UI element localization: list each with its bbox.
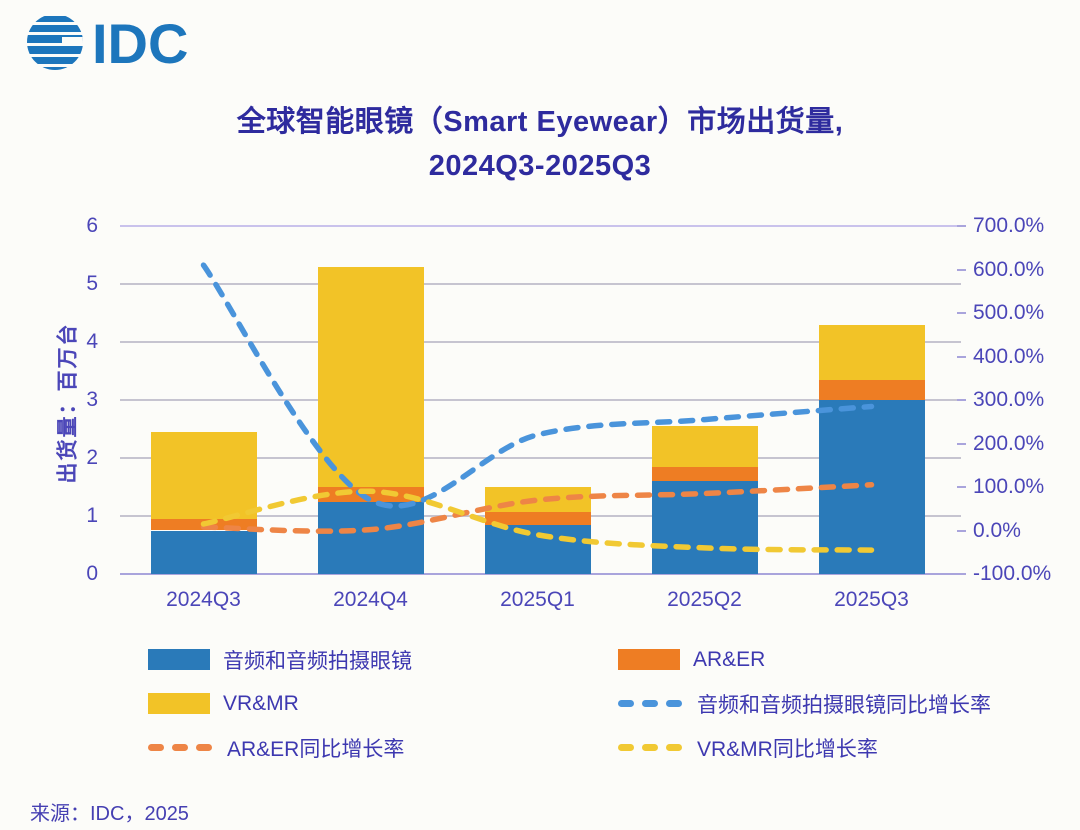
bar-segment-audio [150, 530, 257, 574]
legend-swatch-dashed [618, 744, 684, 751]
bar-segment-audio [818, 400, 925, 574]
right-axis-tick-mark [957, 442, 966, 445]
left-axis-tick-label: 4 [86, 330, 98, 353]
right-axis-tick-label: 500.0% [973, 301, 1045, 324]
right-axis-tick-mark [957, 486, 966, 488]
legend-swatch-dashed [618, 700, 684, 707]
right-axis-tick-label: 400.0% [973, 344, 1045, 368]
right-axis-tick-label: -100.0% [973, 562, 1052, 585]
chart-title-line1: 全球智能眼镜（Smart Eyewear）市场出货量, [236, 106, 844, 138]
legend-dash [172, 744, 188, 751]
bar-segment-audio [651, 481, 758, 574]
legend-label: VR&MR同比增长率 [697, 737, 878, 761]
legend-swatch-solid [618, 649, 680, 670]
right-axis-tick-label: 0.0% [973, 518, 1021, 542]
audio-growth-line [200, 262, 875, 509]
legend-label: VR&MR [223, 691, 299, 715]
left-axis-tick-label: 1 [86, 504, 98, 527]
legend-dash [642, 744, 658, 751]
x-tick-label: 2025Q1 [500, 588, 575, 611]
legend-dash [666, 744, 682, 751]
right-axis-tick-label: 200.0% [973, 431, 1045, 455]
legend-dash [618, 700, 634, 707]
grid-line [120, 283, 961, 285]
right-axis-tick-mark [957, 312, 966, 314]
right-axis-tick-label: 300.0% [973, 388, 1045, 411]
right-axis-tick-mark [957, 399, 966, 401]
legend-dash [666, 700, 682, 707]
idc-logo: IDC [27, 12, 188, 74]
legend-column-right: AR&ER 音频和音频拍摄眼镜同比增长率 VR&MR同比增长率 [618, 648, 991, 761]
legend-label: AR&ER [693, 647, 766, 671]
legend-label: AR&ER同比增长率 [227, 737, 405, 761]
legend-item: AR&ER同比增长率 [148, 736, 412, 761]
legend-column-left: 音频和音频拍摄眼镜 VR&MR AR&ER同比增长率 [148, 648, 412, 761]
bar-segment-vr-mr [818, 324, 925, 380]
legend-swatch-dashed [148, 744, 214, 751]
bar-segment-vr-mr [317, 266, 424, 487]
bar-segment-ar-er [651, 466, 758, 482]
right-axis-tick-mark [957, 225, 966, 227]
right-axis-tick-label: 600.0% [973, 257, 1045, 281]
bar-segment-ar-er [150, 518, 257, 531]
bar-segment-ar-er [317, 487, 424, 502]
right-axis-tick-label: 700.0% [973, 214, 1045, 237]
legend-swatch-solid [148, 693, 210, 714]
left-axis-tick-label: 2 [86, 446, 98, 469]
left-axis-tick-label: 0 [86, 562, 98, 585]
bar-segment-vr-mr [651, 426, 758, 467]
legend-item: 音频和音频拍摄眼镜同比增长率 [618, 692, 991, 717]
legend-dash [618, 744, 634, 751]
globe-icon [27, 16, 83, 70]
right-axis-tick-mark [957, 268, 966, 271]
left-axis-tick-label: 6 [86, 214, 98, 237]
right-axis-tick-label: 100.0% [973, 475, 1045, 498]
legend-dash [196, 744, 212, 751]
left-axis-tick-label: 5 [86, 272, 98, 295]
logo-text: IDC [92, 12, 188, 74]
bar-segment-audio [484, 524, 591, 574]
legend-label: 音频和音频拍摄眼镜同比增长率 [697, 693, 991, 717]
legend-item: AR&ER [618, 648, 991, 671]
x-tick-label: 2025Q3 [834, 588, 909, 611]
grid-line [120, 225, 961, 227]
right-axis-tick-mark [957, 573, 966, 575]
bar-segment-vr-mr [150, 431, 257, 519]
bar-segment-ar-er [818, 379, 925, 400]
legend-dash [148, 744, 164, 751]
left-axis-tick-label: 3 [86, 388, 98, 411]
legend-label: 音频和音频拍摄眼镜 [223, 649, 412, 673]
x-tick-label: 2024Q3 [166, 588, 241, 611]
legend-item: VR&MR同比增长率 [618, 736, 991, 761]
source-note: 来源：IDC，2025 [30, 803, 189, 825]
legend-dash [642, 700, 658, 707]
bar-segment-audio [317, 501, 424, 574]
x-tick-label: 2024Q4 [333, 588, 408, 611]
legend-item: VR&MR [148, 692, 412, 715]
chart-title-line2: 2024Q3-2025Q3 [428, 150, 652, 182]
x-tick-label: 2025Q2 [667, 588, 742, 611]
x-axis-line [120, 573, 961, 575]
bar-segment-ar-er [484, 511, 591, 525]
right-axis-tick-mark [957, 355, 966, 358]
bar-segment-vr-mr [484, 487, 591, 512]
legend-swatch-solid [148, 649, 210, 670]
right-axis-tick-mark [957, 529, 966, 532]
legend-item: 音频和音频拍摄眼镜 [148, 648, 412, 673]
